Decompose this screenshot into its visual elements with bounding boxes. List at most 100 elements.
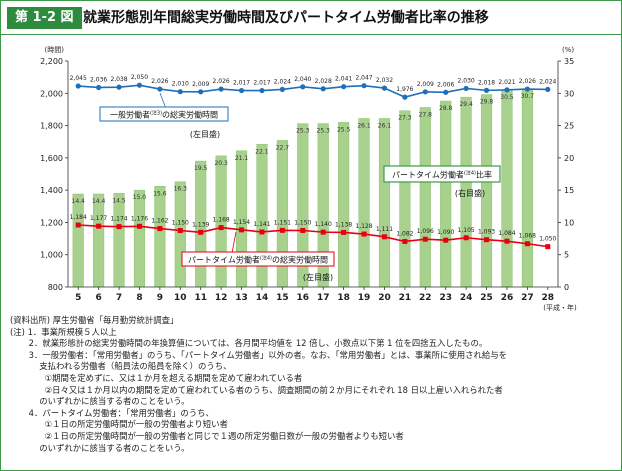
bar-value-label: 26.1 bbox=[357, 122, 371, 129]
chart: 14.4 14.4 14.5 15.0 15.6 16.3 19.5 20.3 21.1 22.1… bbox=[40, 46, 577, 312]
x-tick-label: 9 bbox=[157, 293, 163, 303]
x-tick-label: 28 bbox=[542, 293, 555, 303]
x-tick-label: 14 bbox=[256, 293, 269, 303]
x-tick-label: 18 bbox=[337, 293, 350, 303]
bar-value-label: 30.5 bbox=[500, 94, 514, 101]
x-tick-label: 13 bbox=[235, 293, 248, 303]
left-tick-label: 1,400 bbox=[40, 186, 63, 195]
bar bbox=[419, 107, 431, 288]
series-point bbox=[484, 237, 490, 243]
x-tick-label: 25 bbox=[480, 293, 493, 303]
bar-value-label: 20.3 bbox=[214, 160, 228, 167]
left-tick-label: 800 bbox=[48, 283, 63, 292]
right-tick-label: 35 bbox=[564, 57, 574, 66]
series-point bbox=[198, 229, 204, 235]
bar-value-label: 26.1 bbox=[378, 122, 392, 129]
series-value-label: 1,090 bbox=[437, 229, 454, 236]
series-value-label: 1,174 bbox=[110, 216, 127, 223]
series-point bbox=[443, 237, 449, 243]
series-value-label: 1,154 bbox=[233, 219, 250, 226]
bar-value-label: 25.3 bbox=[317, 128, 331, 135]
right-tick-label: 10 bbox=[564, 218, 574, 227]
series-value-label: 1,151 bbox=[274, 219, 291, 226]
notes: (資料出所) 厚生労働省「毎月勤労統計調査」 (注) 1．事業所規模５人以上 2．… bbox=[10, 315, 614, 454]
bar bbox=[358, 118, 370, 288]
left-tick-label: 2,000 bbox=[40, 89, 63, 98]
bar-value-label: 16.3 bbox=[174, 186, 188, 193]
bar bbox=[133, 189, 146, 288]
note-line: 支払われる労働者（船員法の船員を除く）のうち、 bbox=[10, 361, 232, 372]
bar-value-label: 27.3 bbox=[398, 115, 412, 122]
series-value-label: 2,047 bbox=[355, 75, 372, 82]
series-value-label: 2,040 bbox=[294, 76, 311, 83]
left-tick-label: 2,200 bbox=[40, 57, 63, 66]
series-value-label: 2,009 bbox=[192, 81, 209, 88]
series-point bbox=[238, 87, 245, 94]
series-value-label: 1,093 bbox=[478, 229, 495, 236]
bar bbox=[154, 186, 166, 288]
series-point bbox=[320, 86, 326, 92]
axes: 800 1,000 1,200 1,400 1,600 1,800 2,000 2,200 0 5… bbox=[40, 46, 577, 312]
bar-value-label: 29.4 bbox=[459, 101, 473, 108]
series-point bbox=[504, 87, 510, 93]
series-point bbox=[463, 85, 469, 92]
note-line: ②日々又は１か月以内の期間を定めて雇われている者のうち、調査期間の前２か月にそれ… bbox=[10, 384, 503, 395]
general-label-box bbox=[99, 106, 229, 122]
general-axis-note: (左目盛) bbox=[190, 129, 220, 139]
series-value-label: 1,141 bbox=[253, 221, 270, 228]
annotations: 一般労働者(注3)の総実労働時間 (左目盛) パートタイム労働者(注4)の総実労働時… bbox=[99, 92, 501, 282]
x-tick-label: 6 bbox=[95, 293, 101, 303]
bar-value-label: 29.8 bbox=[480, 99, 494, 106]
series-value-label: 2,041 bbox=[335, 76, 352, 83]
note-line: ①１日の所定労働時間が一般の労働者より短い者 bbox=[10, 419, 228, 430]
series-value-label: 2,024 bbox=[539, 78, 556, 85]
series-point bbox=[443, 89, 449, 95]
right-axis-unit: (%) bbox=[562, 46, 574, 54]
x-tick-label: 22 bbox=[419, 293, 432, 303]
figure-number-badge: 第 1-2 図 bbox=[7, 7, 82, 29]
x-tick-label: 21 bbox=[399, 293, 412, 303]
series-point bbox=[279, 227, 285, 233]
note-line: 3．一般労働者：「常用労働者」のうち、「パートタイム労働者」以外の者。なお、「常… bbox=[10, 349, 507, 360]
note-line: のいずれかに該当する者のことをいう。 bbox=[10, 396, 190, 407]
series-value-label: 2,006 bbox=[437, 81, 454, 88]
right-tick-label: 0 bbox=[564, 283, 569, 292]
x-tick-label: 7 bbox=[116, 293, 122, 303]
series-point bbox=[361, 83, 367, 89]
bar-value-label: 28.8 bbox=[439, 105, 453, 112]
series-value-label: 1,150 bbox=[172, 220, 189, 227]
bar bbox=[440, 100, 452, 288]
figure-title: 就業形態別年間総実労働時間及びパートタイム労働者比率の推移 bbox=[83, 10, 489, 26]
series-value-label: 2,026 bbox=[519, 78, 536, 85]
series-point bbox=[361, 231, 367, 237]
right-tick-label: 15 bbox=[564, 186, 574, 195]
series-value-label: 2,010 bbox=[172, 81, 189, 88]
series-value-label: 2,038 bbox=[110, 76, 127, 83]
series-value-label: 2,017 bbox=[233, 80, 250, 87]
series-value-label: 1,140 bbox=[315, 221, 332, 228]
series-line bbox=[78, 84, 548, 99]
series-point bbox=[116, 224, 122, 230]
series-value-label: 1,111 bbox=[376, 226, 393, 233]
series-point bbox=[136, 82, 143, 88]
series-value-label: 1,976 bbox=[396, 86, 413, 93]
series-value-label: 1,068 bbox=[519, 233, 536, 240]
x-tick-label: 11 bbox=[194, 293, 207, 303]
series-value-label: 2,021 bbox=[498, 79, 515, 86]
series-value-label: 2,017 bbox=[253, 80, 270, 87]
bar-value-label: 14.4 bbox=[92, 198, 106, 205]
right-tick-label: 20 bbox=[564, 154, 574, 163]
series-value-label: 2,026 bbox=[151, 78, 168, 85]
bar bbox=[378, 118, 391, 288]
series-point bbox=[300, 228, 306, 233]
left-tick-label: 1,200 bbox=[40, 218, 63, 227]
series-point bbox=[381, 234, 387, 240]
series-value-label: 2,036 bbox=[90, 76, 107, 83]
x-tick-label: 5 bbox=[75, 293, 81, 303]
bar-value-label: 27.8 bbox=[419, 111, 433, 118]
series-value-label: 1,105 bbox=[458, 227, 475, 234]
series-line bbox=[78, 224, 548, 248]
bar-value-label: 30.7 bbox=[521, 93, 535, 100]
series-point bbox=[75, 83, 81, 89]
figure-header: 第 1-2 図 就業形態別年間総実労働時間及びパートタイム労働者比率の推移 bbox=[1, 1, 621, 35]
